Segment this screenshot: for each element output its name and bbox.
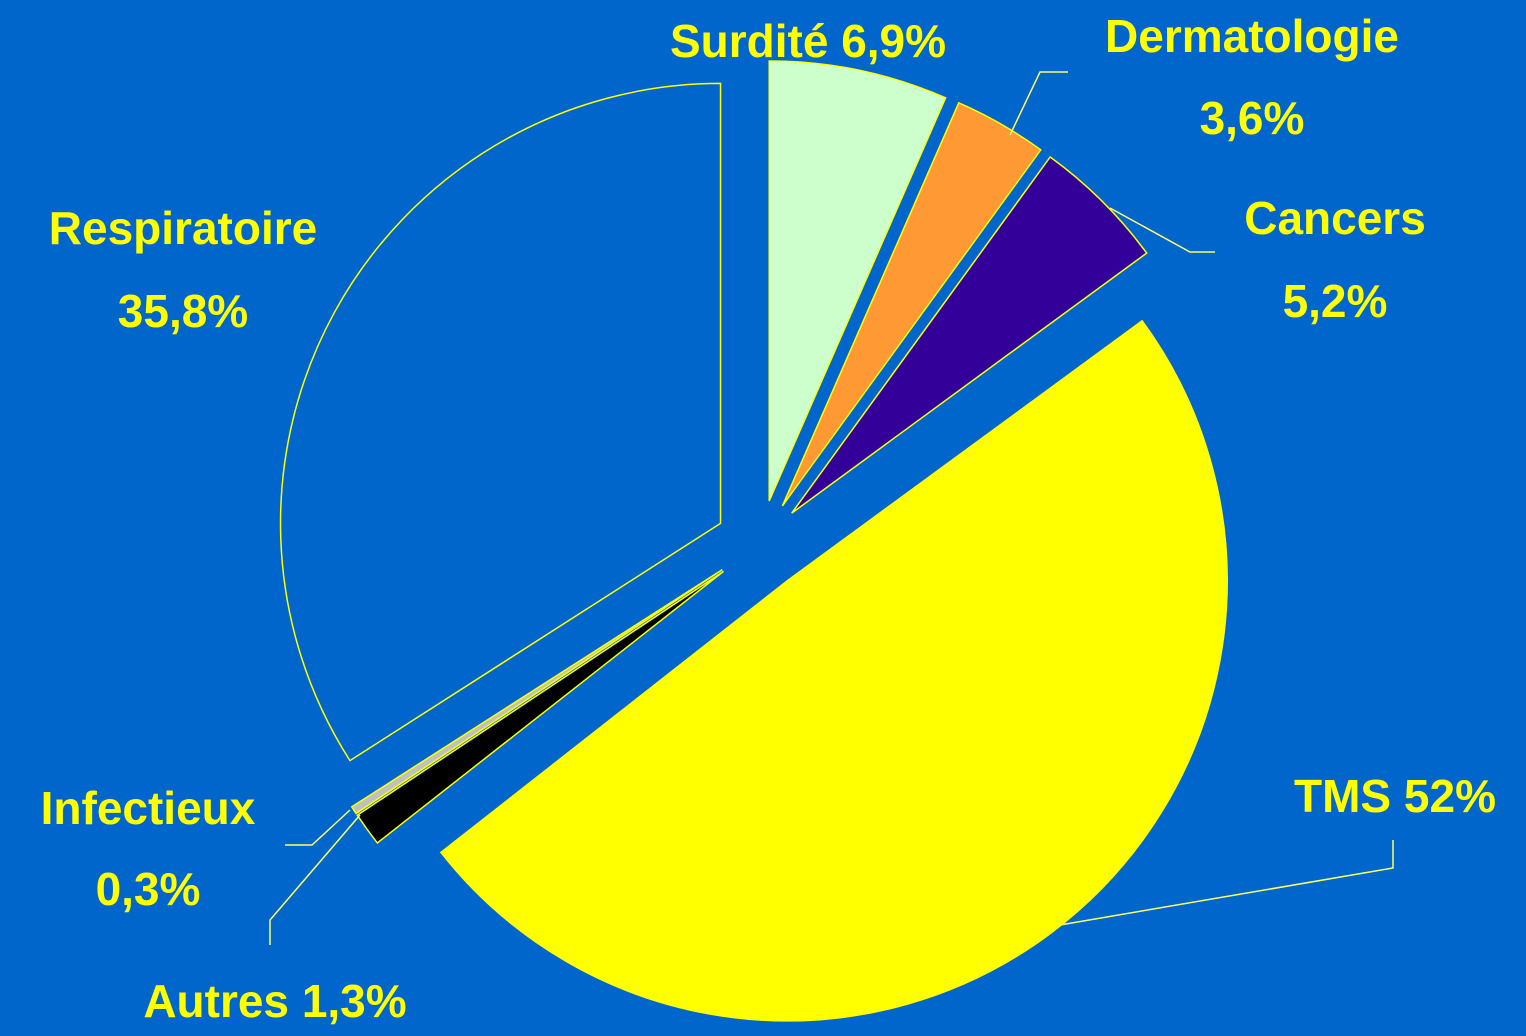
pie-slice	[791, 155, 1148, 514]
pie-slice	[279, 82, 722, 762]
value-label: 6,9%	[841, 15, 946, 67]
slice-label: Respiratoire	[49, 202, 317, 254]
labels: Surdité 6,9% Dermatologie 3,6% Cancers 5,2% T…	[41, 10, 1496, 1027]
pie-slice	[439, 319, 1228, 1022]
slice-label: Infectieux	[41, 782, 256, 834]
leader-line	[1009, 71, 1068, 136]
pie-slice	[350, 568, 723, 815]
leader-line	[1059, 840, 1394, 926]
leader-line	[269, 814, 361, 945]
pie-slice	[768, 60, 947, 502]
category-name: Surdité	[670, 15, 828, 67]
value-label: 5,2%	[1283, 275, 1388, 327]
leader-line	[1109, 207, 1215, 253]
pie	[279, 60, 1228, 1022]
value-label: 35,8%	[118, 285, 248, 337]
slice-label: Autres 1,3%	[143, 975, 406, 1027]
value-label: 52%	[1404, 770, 1496, 822]
value-label: 0,3%	[96, 863, 201, 915]
slice-label: Surdité 6,9%	[670, 15, 946, 67]
value-label: 3,6%	[1200, 92, 1305, 144]
pie-slice	[356, 570, 725, 844]
slice-label: TMS 52%	[1294, 770, 1496, 822]
slice-label: Dermatologie	[1105, 10, 1399, 62]
category-name: Autres	[143, 975, 289, 1027]
slice-label: Cancers	[1244, 192, 1426, 244]
value-label: 1,3%	[302, 975, 407, 1027]
category-name: TMS	[1294, 770, 1391, 822]
leader-line	[285, 809, 351, 846]
pie-slice	[781, 101, 1042, 507]
